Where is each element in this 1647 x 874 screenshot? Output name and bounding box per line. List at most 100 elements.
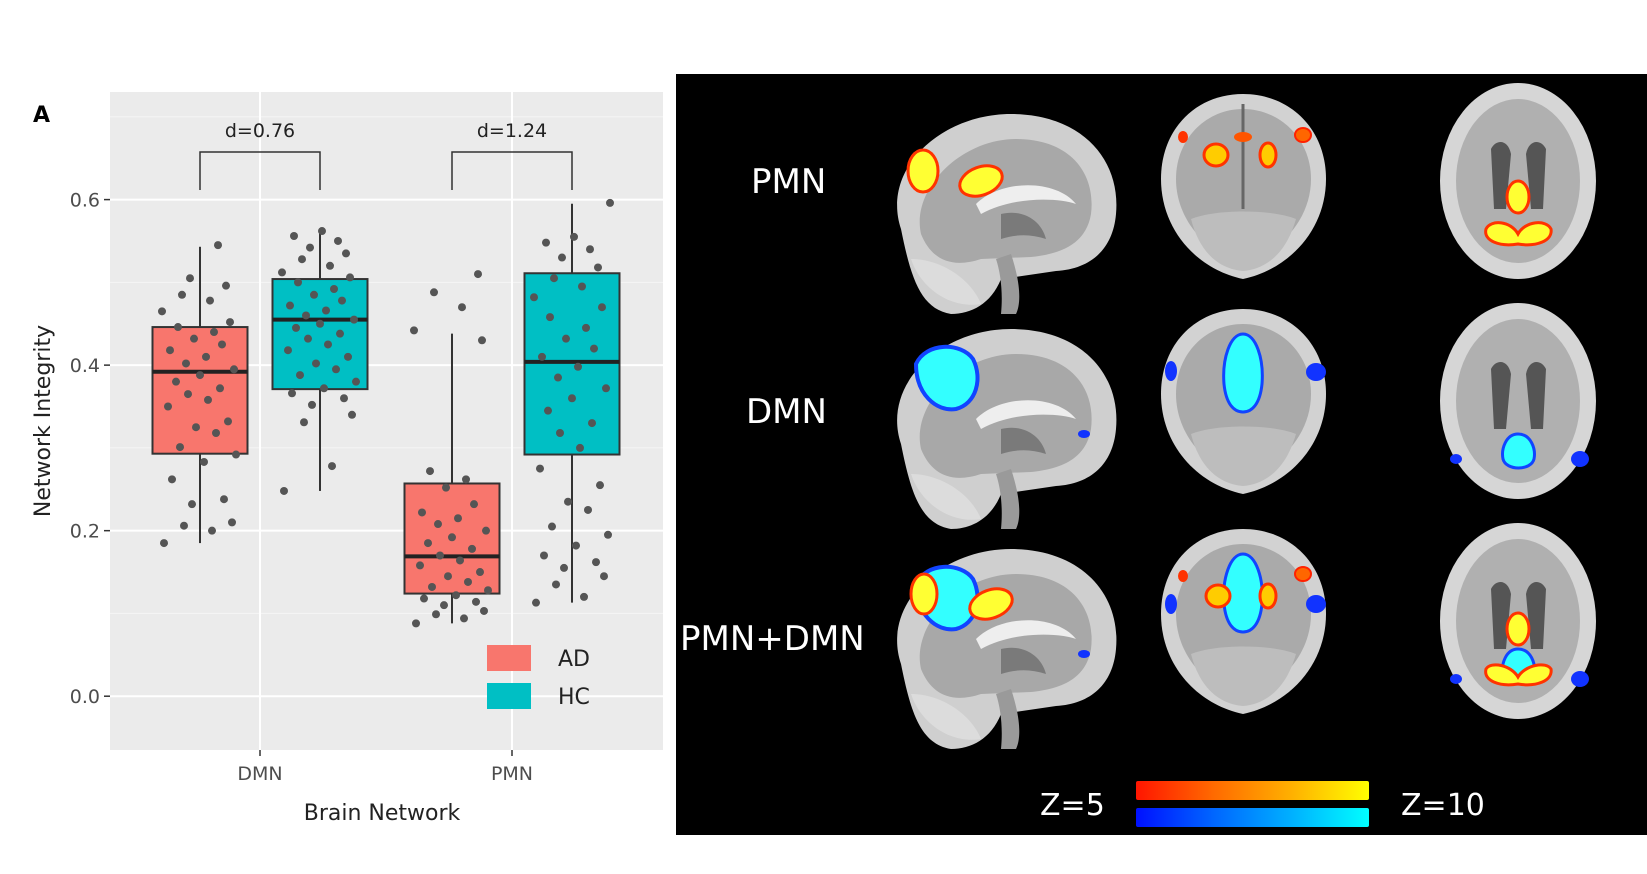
data-point xyxy=(482,526,490,535)
data-point xyxy=(598,303,606,312)
colorbar-min-label: Z=5 xyxy=(1040,788,1105,823)
x-tick-label: PMN xyxy=(491,763,533,785)
data-point xyxy=(330,284,338,293)
data-point xyxy=(334,236,342,245)
data-point xyxy=(548,522,556,531)
x-axis-label: Brain Network xyxy=(304,801,461,826)
data-point xyxy=(224,417,232,426)
effect-size-annotations: d=0.76 d=1.24 xyxy=(199,120,573,190)
data-point xyxy=(288,389,296,398)
data-point xyxy=(574,362,582,371)
data-point xyxy=(444,572,452,581)
coronal-brain-pmn xyxy=(1161,94,1326,279)
brain-network-maps: PMN DMN PMN+DMN xyxy=(676,74,1647,835)
data-point xyxy=(420,594,428,603)
data-point xyxy=(226,318,234,327)
row-label-pmn-dmn: PMN+DMN xyxy=(680,619,865,659)
data-point xyxy=(186,274,194,283)
data-point xyxy=(418,508,426,517)
data-point xyxy=(530,293,538,302)
data-point xyxy=(572,541,580,550)
data-point xyxy=(606,198,614,207)
box-series xyxy=(151,203,621,624)
legend-label-hc: HC xyxy=(558,685,590,710)
data-point xyxy=(184,390,192,399)
data-point xyxy=(336,329,344,338)
data-point xyxy=(218,340,226,349)
data-point xyxy=(454,514,462,523)
data-point xyxy=(350,315,358,324)
data-point xyxy=(462,475,470,484)
data-point xyxy=(426,467,434,476)
data-point xyxy=(318,227,326,236)
y-tick-label: 0.2 xyxy=(70,521,100,543)
data-point xyxy=(316,319,324,328)
data-point xyxy=(432,610,440,619)
data-point xyxy=(196,371,204,380)
data-point xyxy=(208,526,216,535)
data-point xyxy=(346,273,354,282)
data-point xyxy=(436,551,444,560)
data-point xyxy=(452,591,460,600)
data-point xyxy=(340,394,348,403)
data-point xyxy=(470,500,478,509)
data-point xyxy=(278,268,286,277)
data-point xyxy=(428,582,436,591)
data-point xyxy=(206,296,214,305)
data-point xyxy=(342,249,350,258)
y-axis-ticks: 0.0 0.2 0.4 0.6 xyxy=(70,190,110,708)
data-point xyxy=(182,359,190,368)
data-point xyxy=(424,539,432,548)
data-point xyxy=(434,520,442,529)
legend-swatch-ad xyxy=(487,645,531,671)
data-point xyxy=(212,429,220,438)
data-point xyxy=(440,601,448,610)
data-point xyxy=(448,533,456,542)
sagittal-brain-dmn xyxy=(897,329,1117,529)
data-point xyxy=(592,558,600,567)
data-point xyxy=(300,418,308,427)
colorbar-warm xyxy=(1136,781,1369,800)
data-point xyxy=(416,561,424,570)
data-point xyxy=(582,323,590,332)
data-point xyxy=(188,500,196,509)
data-point xyxy=(410,326,418,335)
data-point xyxy=(322,306,330,315)
y-tick-label: 0.6 xyxy=(70,190,100,212)
data-point xyxy=(286,301,294,310)
data-point xyxy=(564,497,572,506)
data-point xyxy=(296,371,304,380)
data-point xyxy=(210,328,218,337)
data-point xyxy=(328,462,336,471)
y-axis-label: Network Integrity xyxy=(31,325,56,517)
data-point xyxy=(176,443,184,452)
data-point xyxy=(472,597,480,606)
data-point xyxy=(166,346,174,355)
significance-bracket xyxy=(451,151,573,190)
data-point xyxy=(168,475,176,484)
colorbar-cool xyxy=(1136,808,1369,827)
data-point xyxy=(464,577,472,586)
data-point xyxy=(214,241,222,250)
legend: AD HC xyxy=(487,645,590,710)
box-hc-dmn xyxy=(271,278,369,391)
data-point xyxy=(190,334,198,343)
data-point xyxy=(542,238,550,247)
data-point xyxy=(290,232,298,241)
data-point xyxy=(590,344,598,353)
data-point xyxy=(348,410,356,419)
sagittal-brain-pmn xyxy=(897,114,1117,314)
data-point xyxy=(476,568,484,577)
data-point xyxy=(158,307,166,316)
data-point xyxy=(306,243,314,252)
data-point xyxy=(456,556,464,565)
row-label-pmn: PMN xyxy=(751,162,827,202)
data-point xyxy=(460,614,468,623)
data-points xyxy=(158,198,614,628)
data-point xyxy=(594,263,602,272)
data-point xyxy=(172,377,180,386)
effect-size-label: d=1.24 xyxy=(477,120,547,142)
data-point xyxy=(576,443,584,452)
data-point xyxy=(480,606,488,615)
data-point xyxy=(326,261,334,270)
